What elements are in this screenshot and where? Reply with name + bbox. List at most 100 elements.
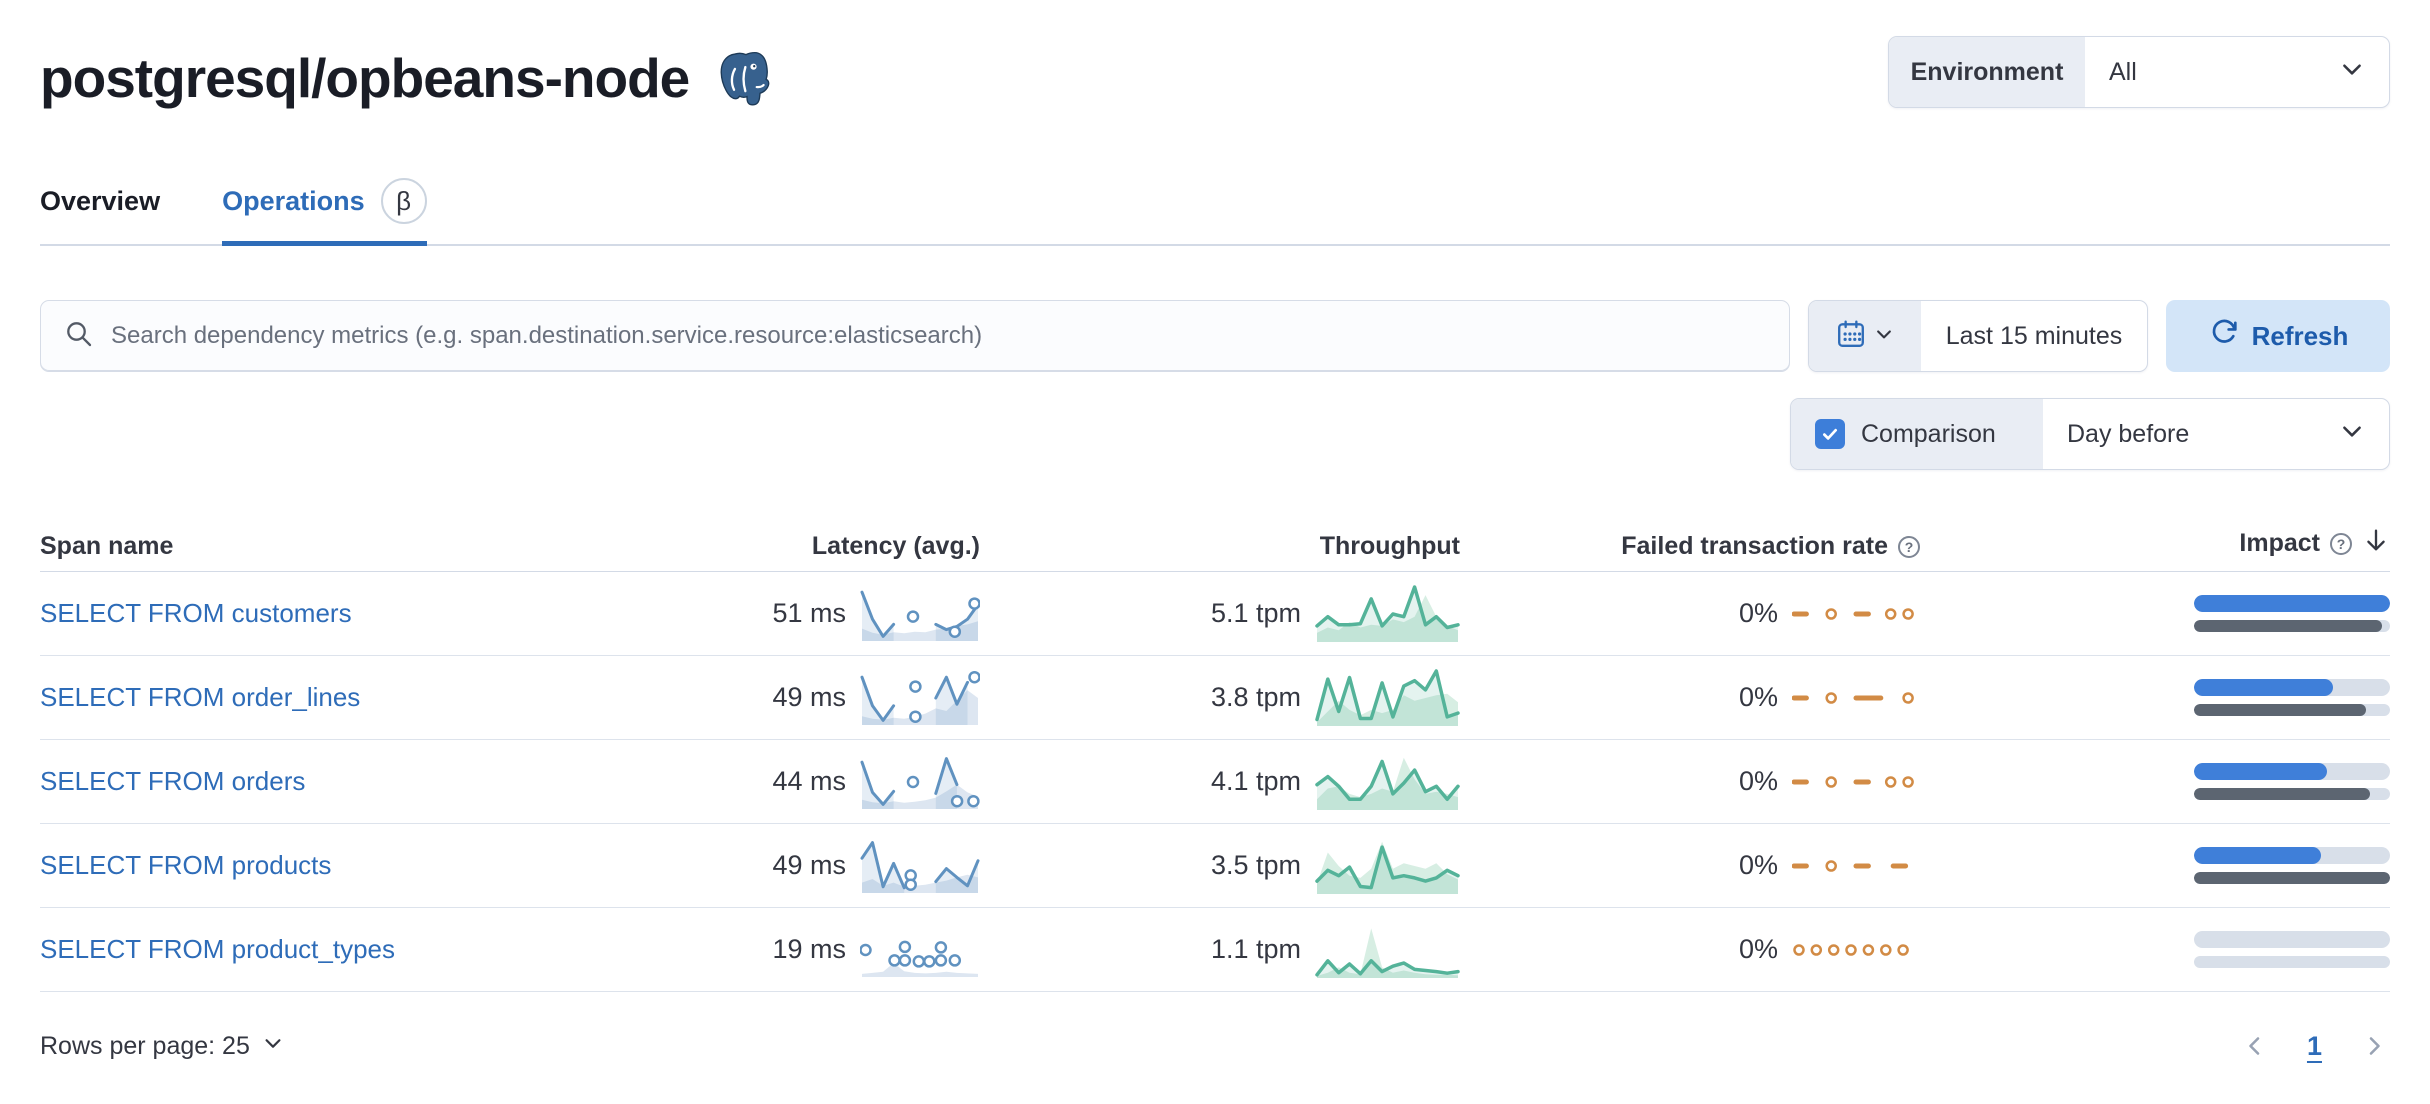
failed-rate-cell: 0% [1460,677,1920,719]
failed-rate-cell: 0% [1460,845,1920,887]
impact-cell [1920,763,2390,800]
chevron-down-icon [262,1032,284,1061]
impact-current-bar [2194,595,2390,612]
calendar-icon [1836,319,1866,354]
span-name-link[interactable]: SELECT FROM order_lines [40,682,361,712]
column-header-span-name: Span name [40,532,174,560]
pagination: 1 [2239,1030,2390,1062]
column-header-failed-rate[interactable]: Failed transaction rate ? [1460,532,1920,561]
comparison-row: Comparison Day before [40,398,2390,470]
latency-value: 44 ms [772,766,846,796]
calendar-dropdown-button[interactable] [1809,301,1921,371]
refresh-button[interactable]: Refresh [2166,300,2390,372]
impact-current-bar [2194,931,2390,948]
refresh-icon [2208,318,2238,355]
column-header-latency[interactable]: Latency (avg.) [811,532,980,560]
span-name-link[interactable]: SELECT FROM orders [40,766,306,796]
impact-current-bar [2194,679,2390,696]
impact-previous-bar [2194,620,2390,632]
comparison-toggle: Comparison [1791,399,2043,469]
search-input[interactable] [111,322,1767,350]
impact-cell [1920,847,2390,884]
impact-current-bar [2194,847,2390,864]
rows-per-page-button[interactable]: Rows per page: 25 [40,1032,284,1061]
question-icon[interactable]: ? [2330,532,2352,555]
chevron-down-icon [2339,56,2365,89]
chevron-down-icon [1874,324,1894,349]
tab-operations[interactable]: Operations β [222,178,427,246]
latency-value: 49 ms [772,682,846,712]
failed-rate-cell: 0% [1460,761,1920,803]
table-body: SELECT FROM customers 51 ms 5.1 tpm 0% [40,572,2390,992]
failed-rate-sparkline [1792,929,1920,971]
throughput-value: 4.1 tpm [1210,766,1301,796]
span-name-link[interactable]: SELECT FROM products [40,850,332,880]
span-name-cell: SELECT FROM orders [40,766,640,797]
table-header: Span name Latency (avg.) Throughput Fail… [40,526,2390,572]
span-name-cell: SELECT FROM products [40,850,640,881]
environment-filter[interactable]: Environment All [1888,36,2390,108]
impact-current-bar [2194,763,2390,780]
page-title: postgresql/opbeans-node [40,47,690,109]
throughput-value: 3.5 tpm [1210,850,1301,880]
failed-rate-value: 0% [1738,682,1778,712]
latency-sparkline [860,921,980,979]
dependency-operations-page: postgresql/opbeans-node Environment All [40,36,2390,1074]
time-range-value[interactable]: Last 15 minutes [1945,321,2123,350]
comparison-checkbox[interactable] [1815,419,1845,449]
latency-cell: 49 ms [640,837,980,895]
throughput-sparkline [1315,668,1460,728]
throughput-cell: 3.8 tpm [980,668,1460,728]
failed-rate-cell: 0% [1460,593,1920,635]
search-box[interactable] [40,300,1790,372]
comparison-select[interactable]: Day before [2043,399,2389,469]
column-header-impact[interactable]: Impact ? [1920,526,2390,561]
previous-page-button[interactable] [2239,1030,2271,1062]
throughput-value: 1.1 tpm [1210,934,1301,964]
throughput-cell: 3.5 tpm [980,836,1460,896]
impact-previous-bar [2194,788,2390,800]
table-footer: Rows per page: 25 1 [40,1018,2390,1074]
failed-rate-value: 0% [1738,598,1778,628]
impact-cell [1920,595,2390,632]
table-row: SELECT FROM orders 44 ms 4.1 tpm 0% [40,740,2390,824]
tab-overview[interactable]: Overview [40,185,161,216]
impact-previous-bar [2194,956,2390,968]
failed-rate-value: 0% [1738,766,1778,796]
failed-rate-cell: 0% [1460,929,1920,971]
tab-bar: Overview Operations β [40,178,2390,246]
question-icon[interactable]: ? [1898,535,1920,558]
throughput-cell: 5.1 tpm [980,584,1460,644]
impact-bars [2194,847,2390,884]
latency-sparkline [860,585,980,643]
postgresql-icon [715,49,773,107]
operations-table: Span name Latency (avg.) Throughput Fail… [40,526,2390,992]
throughput-cell: 1.1 tpm [980,920,1460,980]
span-name-cell: SELECT FROM product_types [40,934,640,965]
toolbar: Last 15 minutes Refresh [40,300,2390,372]
latency-value: 49 ms [772,850,846,880]
next-page-button[interactable] [2358,1030,2390,1062]
page-number-1[interactable]: 1 [2306,1030,2322,1061]
throughput-sparkline [1315,836,1460,896]
comparison-control: Comparison Day before [1790,398,2390,470]
impact-bars [2194,763,2390,800]
column-header-throughput[interactable]: Throughput [1319,532,1460,560]
span-name-cell: SELECT FROM customers [40,598,640,629]
latency-value: 51 ms [772,598,846,628]
impact-cell [1920,679,2390,716]
page-header: postgresql/opbeans-node Environment All [40,36,2390,120]
environment-filter-value[interactable]: All [2085,37,2389,107]
latency-cell: 19 ms [640,921,980,979]
failed-rate-sparkline [1792,677,1920,719]
impact-previous-bar [2194,704,2390,716]
latency-sparkline [860,837,980,895]
span-name-link[interactable]: SELECT FROM product_types [40,934,395,964]
chevron-down-icon [2339,418,2365,451]
table-row: SELECT FROM products 49 ms 3.5 tpm 0% [40,824,2390,908]
span-name-link[interactable]: SELECT FROM customers [40,598,352,628]
throughput-sparkline [1315,752,1460,812]
throughput-value: 5.1 tpm [1210,598,1301,628]
latency-cell: 51 ms [640,585,980,643]
sort-descending-icon [2362,526,2390,561]
